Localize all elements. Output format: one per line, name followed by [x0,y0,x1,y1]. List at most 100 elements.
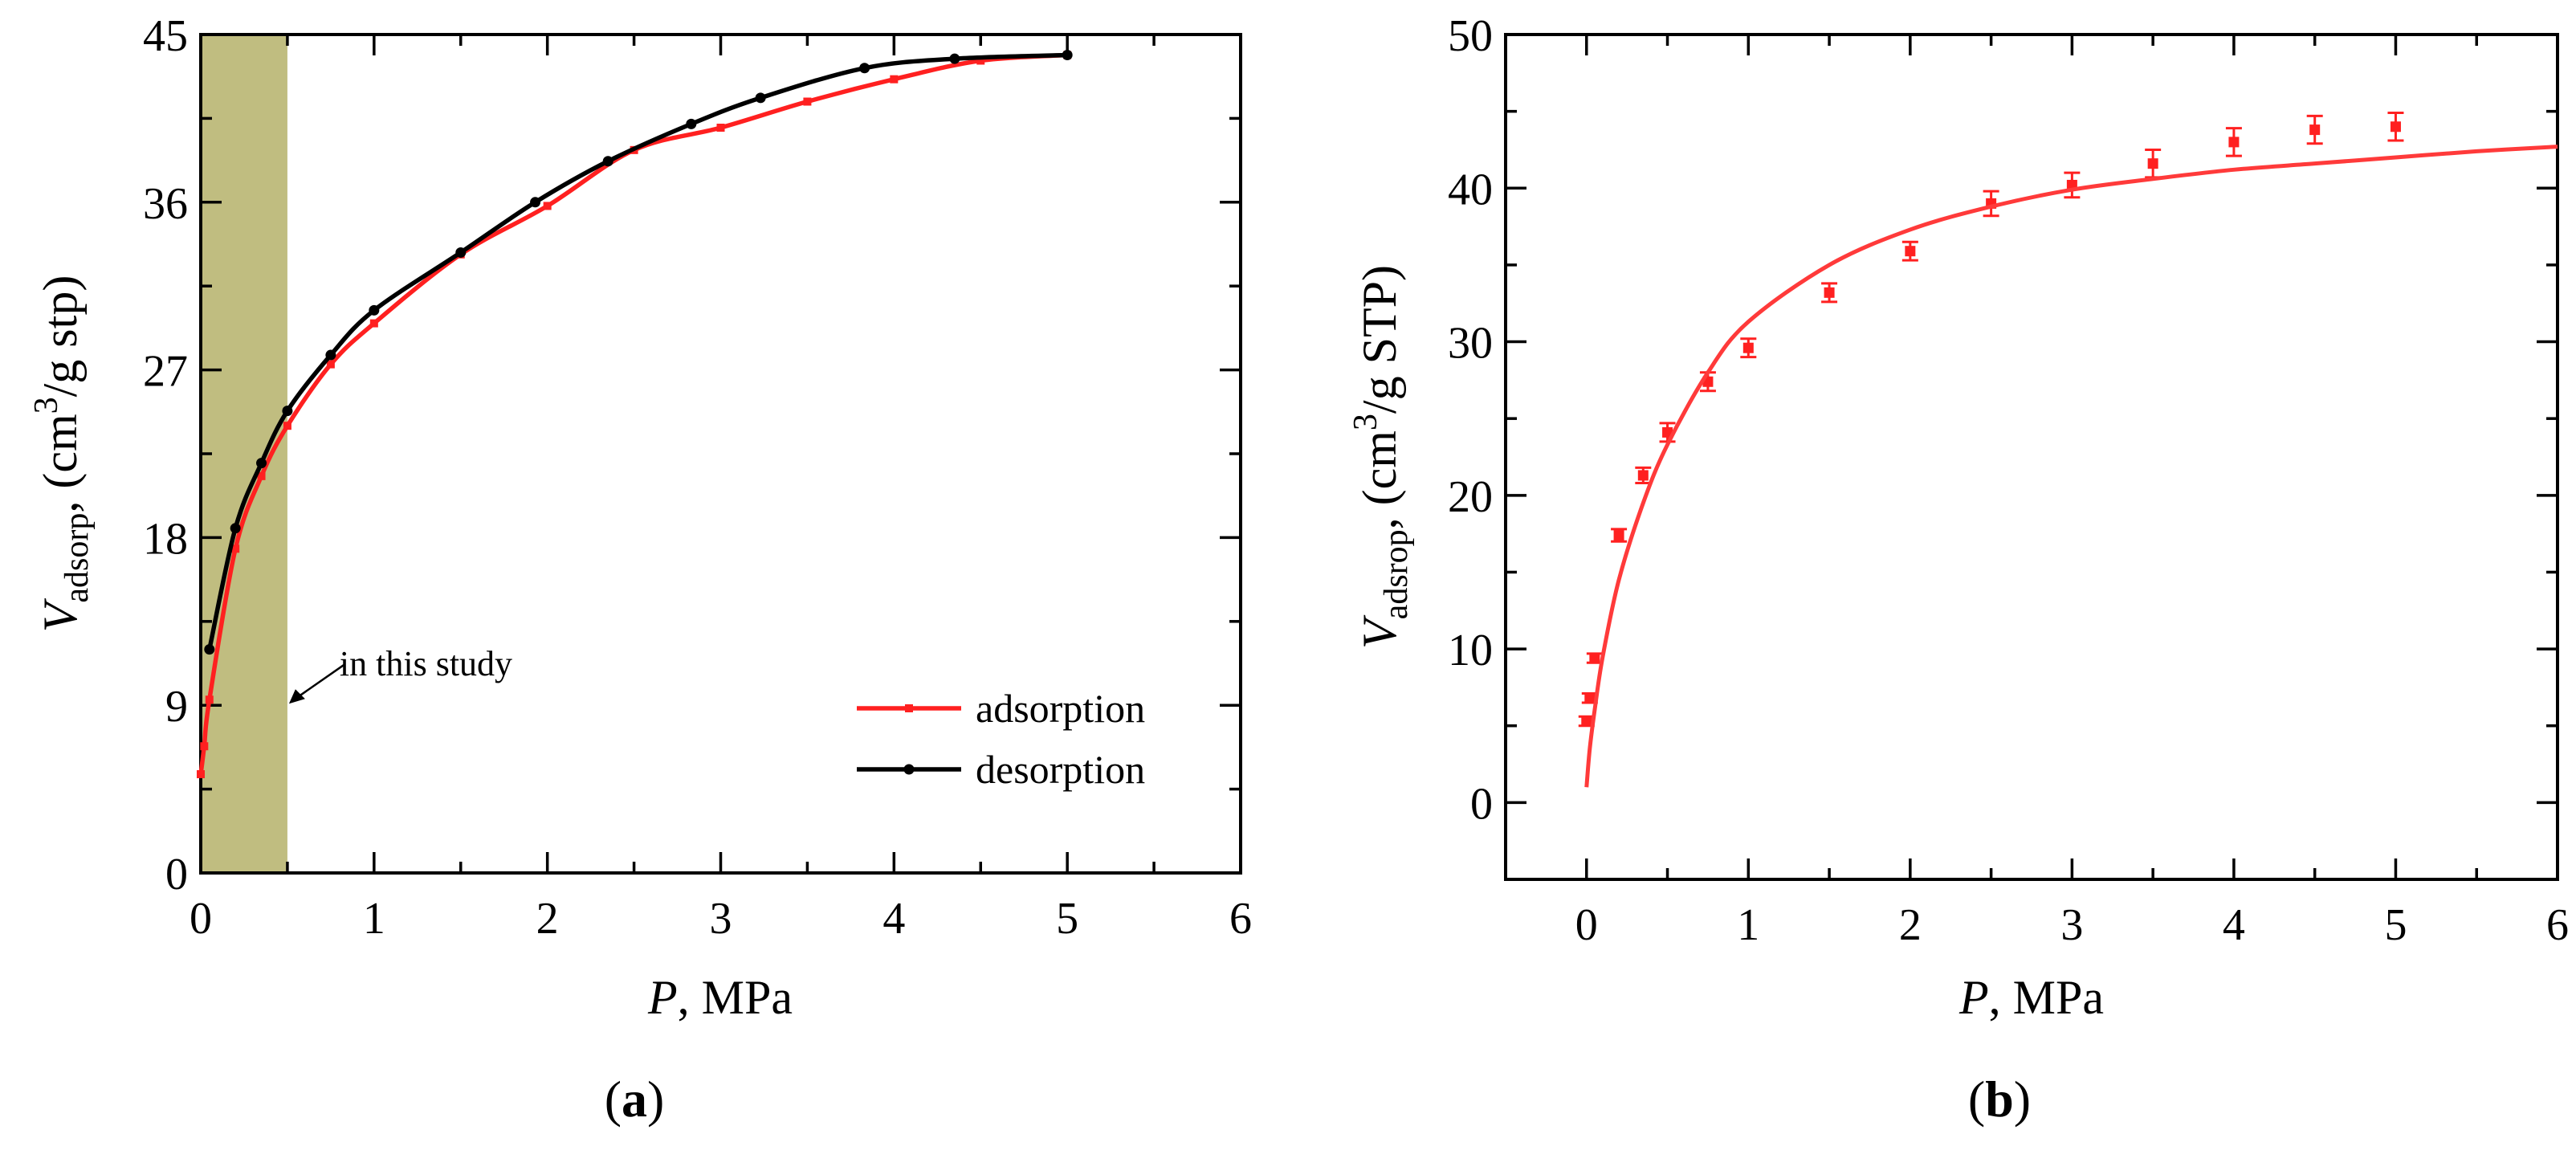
annotation-arrow-head [288,689,305,704]
y-axis-variable: V [1353,614,1406,649]
y-axis-unit-open: , (cm [1353,430,1406,529]
x-tick-label: 6 [1229,894,1252,944]
data-point-measured [2147,158,2158,169]
data-point-adsorption [205,695,214,704]
x-tick-label: 6 [2546,900,2569,950]
legend-marker-desorption [903,764,915,775]
data-point-adsorption [369,319,378,328]
series-line-adsorption [198,52,1068,775]
shaded-region [201,35,287,873]
data-point-desorption [256,458,267,469]
data-point-measured [1824,287,1835,298]
series-line-desorption [207,52,1068,650]
panel-label: (b) [1968,1070,2031,1128]
panel-label-open: ( [1968,1070,1985,1128]
panel-label: (a) [605,1070,665,1128]
y-axis-subscript: adsrop [1378,529,1415,619]
x-tick-label: 1 [1737,900,1759,950]
y-axis-label: Vadsrop, (cm3/g STP) [1347,265,1415,649]
y-tick-label: 50 [1448,11,1493,61]
data-point-measured [1589,653,1600,664]
x-tick-label: 0 [190,894,212,944]
y-tick-label: 0 [1470,779,1493,829]
y-tick-label: 18 [143,514,188,564]
y-tick-label: 9 [165,682,188,732]
data-point-desorption [230,523,241,534]
data-point-measured [1905,246,1916,257]
data-point-desorption [602,156,613,167]
data-point-adsorption [976,56,985,65]
data-point-desorption [949,53,960,64]
annotation-text: in this study [340,644,512,683]
x-axis-unit: , MPa [678,971,793,1024]
panel-label-close: ) [647,1070,664,1128]
plot-frame [1504,33,2559,881]
data-point-adsorption [543,202,552,210]
legend-marker-adsorption [905,704,913,712]
data-point-desorption [1062,50,1073,61]
x-axis-variable: P [1958,971,1989,1024]
y-axis-superscript: 3 [28,397,65,414]
y-axis-superscript: 3 [1347,414,1384,430]
data-point-desorption [859,63,870,74]
data-point-adsorption [200,742,209,751]
y-axis-unit-close: /g STP) [1353,265,1406,414]
y-tick-label: 20 [1448,472,1493,522]
x-axis-variable: P [647,971,678,1024]
data-point-desorption [455,247,467,258]
y-axis-subscript: adsorp [59,513,96,603]
y-axis-unit-close: /g stp) [34,275,87,398]
y-tick-label: 45 [143,11,188,61]
data-point-measured [2309,124,2321,136]
data-point-desorption [204,644,215,655]
data-point-adsorption [716,124,725,132]
panel-label-close: ) [2014,1070,2031,1128]
data-point-measured [1581,716,1592,727]
data-point-adsorption [890,75,899,84]
y-axis-variable: V [34,597,87,632]
data-point-adsorption [231,544,240,553]
x-tick-label: 2 [1899,900,1922,950]
data-point-desorption [755,92,766,104]
y-tick-label: 27 [143,347,188,397]
x-axis-label: P, MPa [647,971,793,1024]
data-point-measured [2228,137,2240,148]
y-tick-label: 30 [1448,319,1493,369]
x-axis-label: P, MPa [1958,971,2104,1024]
data-point-adsorption [326,360,335,369]
x-tick-label: 4 [882,894,905,944]
data-point-desorption [282,406,293,417]
y-axis-label: Vadsorp, (cm3/g stp) [28,275,96,633]
data-point-desorption [686,118,697,129]
x-tick-label: 5 [2384,900,2407,950]
y-tick-label: 36 [143,179,188,229]
x-tick-label: 0 [1575,900,1598,950]
data-point-measured [1742,342,1754,353]
x-tick-label: 4 [2223,900,2245,950]
panel-label-open: ( [605,1070,622,1128]
data-point-measured [1584,692,1596,703]
data-point-measured [2390,121,2401,133]
data-point-adsorption [283,422,291,430]
x-tick-label: 3 [710,894,732,944]
legend-label-desorption: desorption [976,747,1145,792]
series-line-fit [1584,145,2558,788]
x-tick-label: 3 [2060,900,2083,950]
panel-label-letter: a [622,1070,647,1128]
data-point-measured [1637,470,1649,481]
x-tick-label: 2 [536,894,559,944]
legend-label-adsorption: adsorption [976,686,1145,731]
data-point-desorption [530,197,541,208]
y-tick-label: 40 [1448,165,1493,214]
panel-label-letter: b [1985,1070,2014,1128]
y-axis-unit-open: , (cm [34,414,87,512]
data-point-adsorption [257,471,266,480]
x-tick-label: 5 [1056,894,1078,944]
data-point-measured [1613,530,1624,541]
data-point-desorption [369,304,380,316]
data-point-adsorption [803,97,812,106]
x-tick-label: 1 [363,894,385,944]
